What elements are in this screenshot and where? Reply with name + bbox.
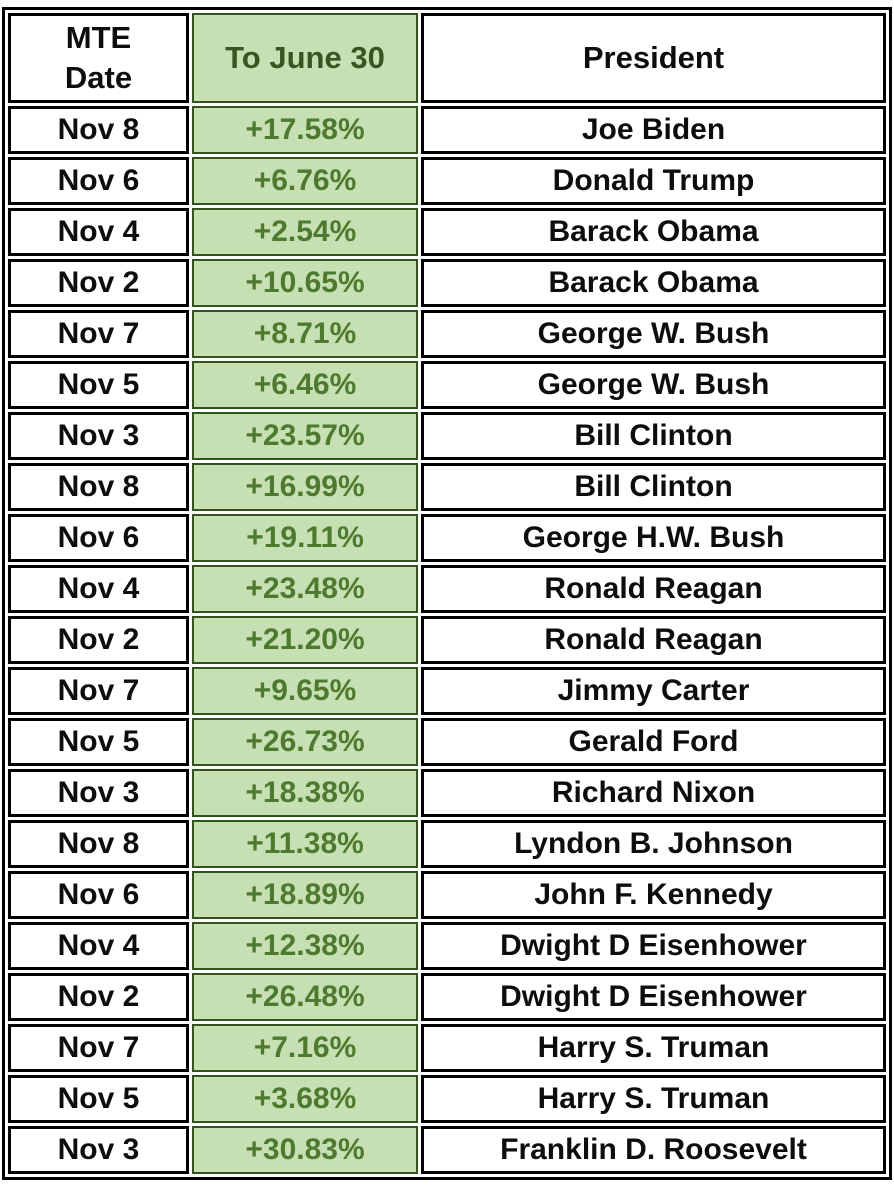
cell-mte-date: Nov 6 — [8, 514, 189, 562]
mte-returns-table: MTE Date To June 30 President Nov 8 +17.… — [2, 7, 892, 1180]
cell-mte-date: Nov 6 — [8, 157, 189, 205]
cell-president: Harry S. Truman — [421, 1024, 886, 1072]
cell-return-to-june-30: +6.76% — [192, 157, 418, 205]
cell-mte-date: Nov 5 — [8, 361, 189, 409]
cell-mte-date: Nov 8 — [8, 463, 189, 511]
table-row: Nov 6 +6.76% Donald Trump — [8, 157, 886, 205]
table-body: Nov 8 +17.58% Joe Biden Nov 6 +6.76% Don… — [8, 106, 886, 1174]
table-row: Nov 6 +18.89% John F. Kennedy — [8, 871, 886, 919]
cell-president: Franklin D. Roosevelt — [421, 1126, 886, 1174]
cell-president: Barack Obama — [421, 208, 886, 256]
table-header: MTE Date To June 30 President — [8, 13, 886, 103]
cell-president: Richard Nixon — [421, 769, 886, 817]
table-row: Nov 5 +26.73% Gerald Ford — [8, 718, 886, 766]
table-row: Nov 8 +17.58% Joe Biden — [8, 106, 886, 154]
cell-president: Bill Clinton — [421, 463, 886, 511]
table-row: Nov 8 +11.38% Lyndon B. Johnson — [8, 820, 886, 868]
cell-return-to-june-30: +18.38% — [192, 769, 418, 817]
cell-mte-date: Nov 8 — [8, 106, 189, 154]
cell-mte-date: Nov 7 — [8, 667, 189, 715]
header-president: President — [421, 13, 886, 103]
cell-president: Barack Obama — [421, 259, 886, 307]
cell-return-to-june-30: +10.65% — [192, 259, 418, 307]
cell-mte-date: Nov 3 — [8, 412, 189, 460]
table-row: Nov 3 +23.57% Bill Clinton — [8, 412, 886, 460]
cell-mte-date: Nov 4 — [8, 922, 189, 970]
cell-president: George W. Bush — [421, 310, 886, 358]
cell-return-to-june-30: +3.68% — [192, 1075, 418, 1123]
cell-return-to-june-30: +2.54% — [192, 208, 418, 256]
cell-return-to-june-30: +23.57% — [192, 412, 418, 460]
cell-return-to-june-30: +19.11% — [192, 514, 418, 562]
cell-return-to-june-30: +26.73% — [192, 718, 418, 766]
cell-mte-date: Nov 2 — [8, 616, 189, 664]
header-row: MTE Date To June 30 President — [8, 13, 886, 103]
table-row: Nov 2 +26.48% Dwight D Eisenhower — [8, 973, 886, 1021]
cell-president: Dwight D Eisenhower — [421, 922, 886, 970]
table-row: Nov 4 +23.48% Ronald Reagan — [8, 565, 886, 613]
cell-return-to-june-30: +16.99% — [192, 463, 418, 511]
cell-mte-date: Nov 8 — [8, 820, 189, 868]
table-row: Nov 5 +3.68% Harry S. Truman — [8, 1075, 886, 1123]
cell-return-to-june-30: +11.38% — [192, 820, 418, 868]
cell-president: George W. Bush — [421, 361, 886, 409]
cell-return-to-june-30: +9.65% — [192, 667, 418, 715]
cell-president: Bill Clinton — [421, 412, 886, 460]
table-row: Nov 3 +30.83% Franklin D. Roosevelt — [8, 1126, 886, 1174]
table-row: Nov 7 +9.65% Jimmy Carter — [8, 667, 886, 715]
cell-president: John F. Kennedy — [421, 871, 886, 919]
cell-mte-date: Nov 4 — [8, 208, 189, 256]
cell-mte-date: Nov 4 — [8, 565, 189, 613]
cell-return-to-june-30: +6.46% — [192, 361, 418, 409]
table-row: Nov 7 +8.71% George W. Bush — [8, 310, 886, 358]
cell-mte-date: Nov 2 — [8, 259, 189, 307]
table-row: Nov 2 +21.20% Ronald Reagan — [8, 616, 886, 664]
cell-return-to-june-30: +30.83% — [192, 1126, 418, 1174]
cell-mte-date: Nov 7 — [8, 1024, 189, 1072]
table-row: Nov 5 +6.46% George W. Bush — [8, 361, 886, 409]
cell-president: Dwight D Eisenhower — [421, 973, 886, 1021]
cell-president: George H.W. Bush — [421, 514, 886, 562]
cell-mte-date: Nov 3 — [8, 1126, 189, 1174]
table-row: Nov 8 +16.99% Bill Clinton — [8, 463, 886, 511]
cell-mte-date: Nov 6 — [8, 871, 189, 919]
cell-president: Lyndon B. Johnson — [421, 820, 886, 868]
cell-president: Ronald Reagan — [421, 565, 886, 613]
cell-return-to-june-30: +17.58% — [192, 106, 418, 154]
cell-president: Ronald Reagan — [421, 616, 886, 664]
cell-return-to-june-30: +23.48% — [192, 565, 418, 613]
cell-mte-date: Nov 5 — [8, 718, 189, 766]
cell-mte-date: Nov 2 — [8, 973, 189, 1021]
cell-president: Harry S. Truman — [421, 1075, 886, 1123]
cell-return-to-june-30: +7.16% — [192, 1024, 418, 1072]
cell-president: Donald Trump — [421, 157, 886, 205]
cell-return-to-june-30: +21.20% — [192, 616, 418, 664]
cell-mte-date: Nov 7 — [8, 310, 189, 358]
header-mte-date: MTE Date — [8, 13, 189, 103]
table-row: Nov 4 +12.38% Dwight D Eisenhower — [8, 922, 886, 970]
header-to-june-30: To June 30 — [192, 13, 418, 103]
table-row: Nov 2 +10.65% Barack Obama — [8, 259, 886, 307]
table-row: Nov 6 +19.11% George H.W. Bush — [8, 514, 886, 562]
table-row: Nov 3 +18.38% Richard Nixon — [8, 769, 886, 817]
cell-return-to-june-30: +8.71% — [192, 310, 418, 358]
table-row: Nov 7 +7.16% Harry S. Truman — [8, 1024, 886, 1072]
cell-president: Jimmy Carter — [421, 667, 886, 715]
cell-president: Gerald Ford — [421, 718, 886, 766]
cell-president: Joe Biden — [421, 106, 886, 154]
cell-mte-date: Nov 3 — [8, 769, 189, 817]
table-row: Nov 4 +2.54% Barack Obama — [8, 208, 886, 256]
cell-return-to-june-30: +12.38% — [192, 922, 418, 970]
cell-mte-date: Nov 5 — [8, 1075, 189, 1123]
cell-return-to-june-30: +18.89% — [192, 871, 418, 919]
cell-return-to-june-30: +26.48% — [192, 973, 418, 1021]
